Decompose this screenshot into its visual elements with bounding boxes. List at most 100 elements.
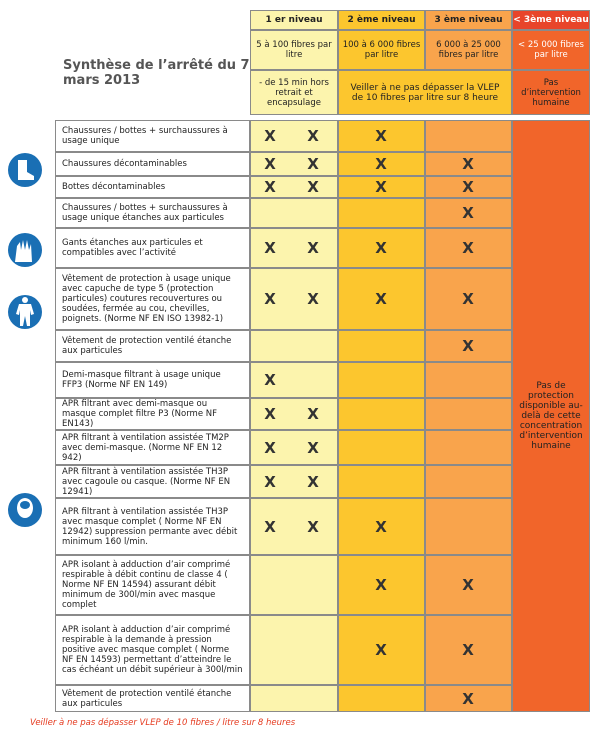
level-cell: [338, 555, 425, 615]
row-text: Chaussures / bottes + surchaussures à us…: [55, 120, 250, 152]
level-note: Pas d’intervention humaine: [512, 70, 590, 115]
level-cell: [250, 268, 338, 330]
level-name: 3 ème niveau: [425, 10, 512, 30]
level-cell: [338, 362, 425, 398]
row-text: APR filtrant à ventilation assistée TH3P…: [55, 465, 250, 498]
level-range: < 25 000 fibres par litre: [512, 30, 590, 70]
mark: X: [264, 517, 276, 536]
level-cell: [338, 330, 425, 362]
level-cell: [425, 685, 512, 712]
level-cell: [338, 228, 425, 268]
row-text: Chaussures / bottes + surchaussures à us…: [55, 198, 250, 228]
level-cell: [425, 398, 512, 430]
suit-icon: [8, 295, 42, 329]
level4-cell: Pas de protection disponible au-delà de …: [512, 120, 590, 712]
mark: X: [462, 178, 474, 196]
row-text: Gants étanches aux particules et compati…: [55, 228, 250, 268]
mark: X: [375, 641, 387, 659]
level-cell: [338, 198, 425, 228]
mark: X: [264, 405, 276, 423]
level-cell: [338, 465, 425, 498]
level-cell: [250, 615, 338, 685]
level-range: 5 à 100 fibres par litre: [250, 30, 338, 70]
row-text: APR isolant à adduction d’air comprimé r…: [55, 615, 250, 685]
row-text: Bottes décontaminables: [55, 176, 250, 198]
level-cell: [250, 198, 338, 228]
level-cell: [250, 498, 338, 555]
mark: X: [462, 337, 474, 355]
level-cell: [338, 120, 425, 152]
level-cell: [425, 430, 512, 465]
row-text: Vêtement de protection ventilé étanche a…: [55, 330, 250, 362]
level-cell: [250, 330, 338, 362]
mark: X: [307, 239, 319, 257]
mark: X: [264, 155, 276, 173]
level-cell: [425, 120, 512, 152]
level-cell: [338, 498, 425, 555]
boot-icon: [8, 153, 42, 187]
mark: X: [264, 290, 276, 308]
level-cell: [250, 555, 338, 615]
mark: X: [307, 290, 319, 308]
level-cell: [250, 430, 338, 465]
row-text: Vêtement de protection à usage unique av…: [55, 268, 250, 330]
level-cell: [425, 152, 512, 176]
level-cell: [338, 615, 425, 685]
level-cell: [425, 198, 512, 228]
mark: X: [375, 127, 387, 145]
mark: X: [307, 178, 319, 196]
level-cell: [250, 465, 338, 498]
mark: X: [375, 290, 387, 308]
mark: X: [307, 405, 319, 423]
level-cell: [425, 498, 512, 555]
level-cell: [338, 176, 425, 198]
mark: X: [307, 472, 319, 491]
level-cell: [250, 120, 338, 152]
row-text: APR filtrant à ventilation assistée TM2P…: [55, 430, 250, 465]
level-cell: [425, 465, 512, 498]
footer: Veiller à ne pas dépasser VLEP de 10 fib…: [30, 718, 296, 728]
mark: X: [264, 371, 276, 389]
mark: X: [307, 127, 319, 145]
mark: X: [375, 155, 387, 173]
mark: X: [462, 689, 474, 708]
mark: X: [462, 290, 474, 308]
mark: X: [462, 239, 474, 257]
mark: X: [462, 641, 474, 659]
row-text: APR filtrant avec demi-masque ou masque …: [55, 398, 250, 430]
mark: X: [375, 239, 387, 257]
level-cell: [338, 152, 425, 176]
level-cell: [250, 176, 338, 198]
level-cell: [425, 555, 512, 615]
row-text: Vêtement de protection ventilé étanche a…: [55, 685, 250, 712]
level-cell: [338, 398, 425, 430]
mark: X: [462, 155, 474, 173]
mark: X: [307, 155, 319, 173]
level-cell: [425, 615, 512, 685]
level-name: 2 ème niveau: [338, 10, 425, 30]
level-cell: [425, 330, 512, 362]
mark: X: [462, 204, 474, 222]
mark: X: [375, 517, 387, 536]
mark: X: [264, 178, 276, 196]
row-text: Chaussures décontaminables: [55, 152, 250, 176]
mark: X: [264, 472, 276, 491]
level-cell: [338, 430, 425, 465]
level-cell: [425, 268, 512, 330]
level-name: 1 er niveau: [250, 10, 338, 30]
row-text: APR isolant à adduction d’air comprimé r…: [55, 555, 250, 615]
glove-icon: [8, 233, 42, 267]
mark: X: [375, 576, 387, 594]
level-cell: [425, 176, 512, 198]
mask-icon: [8, 493, 42, 527]
level-cell: [425, 228, 512, 268]
mark: X: [307, 438, 319, 457]
level-cell: [250, 362, 338, 398]
level-name: < 3ème niveau: [512, 10, 590, 30]
mark: X: [462, 576, 474, 594]
mark: X: [264, 438, 276, 457]
level-cell: [425, 362, 512, 398]
level-cell: [250, 152, 338, 176]
